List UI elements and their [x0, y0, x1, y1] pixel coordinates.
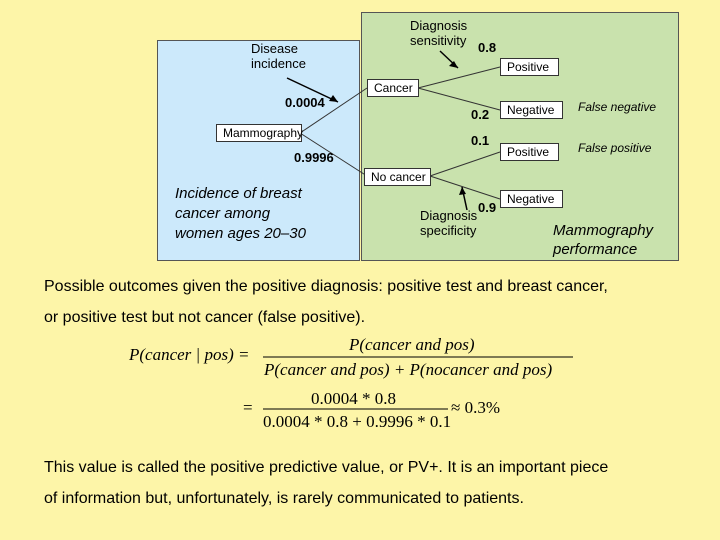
formula-denominator-values: 0.0004 * 0.8 + 0.9996 * 0.1	[263, 412, 452, 431]
false-positive-label: False positive	[578, 141, 652, 155]
formula-denominator: P(cancer and pos) + P(nocancer and pos)	[264, 360, 553, 379]
disease-incidence-label: Disease incidence	[251, 41, 306, 71]
false-negative-label: False negative	[578, 100, 657, 114]
no-incidence-value: 0.9996	[294, 150, 334, 165]
ppv-text: This value is called the positive predic…	[44, 459, 609, 507]
tree-leaf-cancer-positive: Positive	[500, 58, 559, 76]
sensitivity-label: Diagnosis sensitivity	[410, 18, 468, 48]
tree-leaf-nocancer-negative: Negative	[500, 190, 563, 208]
tree-node-cancer: Cancer	[367, 79, 419, 97]
formula-result: ≈ 0.3%	[451, 398, 500, 417]
tree-leaf-cancer-negative: Negative	[500, 101, 563, 119]
formula-numerator: P(cancer and pos)	[349, 335, 475, 354]
incidence-caption: Incidence of breast cancer among women a…	[175, 185, 306, 242]
performance-panel	[361, 12, 679, 261]
formula-lhs: P(cancer | pos) =	[129, 345, 250, 364]
tree-node-no-cancer: No cancer	[364, 168, 431, 186]
tree-leaf-nocancer-positive: Positive	[500, 143, 559, 161]
sensitivity-value: 0.8	[478, 40, 497, 55]
specificity-label: Diagnosis specificity	[420, 208, 478, 238]
outcomes-text: Possible outcomes given the positive dia…	[44, 278, 608, 326]
incidence-value: 0.0004	[285, 95, 325, 110]
formula-equals: =	[243, 398, 253, 417]
incidence-panel	[157, 40, 360, 261]
performance-caption: Mammography performance	[553, 222, 654, 258]
specificity-value: 0.9	[478, 200, 497, 215]
formula-numerator-values: 0.0004 * 0.8	[311, 389, 396, 408]
nocancer-positive-prob: 0.1	[471, 133, 490, 148]
cancer-negative-prob: 0.2	[471, 107, 490, 122]
tree-root-mammography: Mammography	[216, 124, 303, 142]
